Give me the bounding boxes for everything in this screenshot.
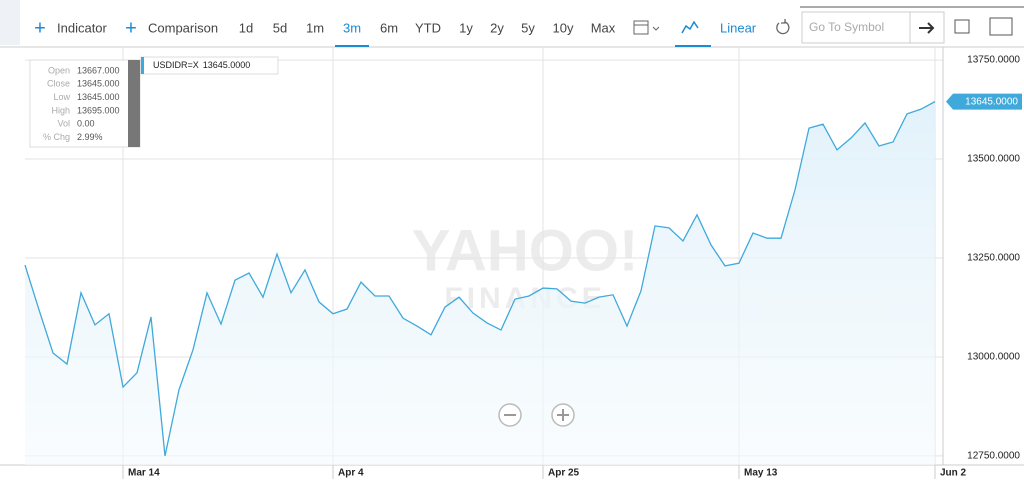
y-tick-label: 13000.0000 xyxy=(967,352,1020,363)
zoom-icon xyxy=(557,409,569,421)
range-button[interactable]: 2y xyxy=(490,20,504,35)
tooltip-bar xyxy=(128,60,140,147)
y-tick-label: 12750.0000 xyxy=(967,451,1020,462)
tooltip-key: Open xyxy=(48,65,70,75)
range-button[interactable]: 10y xyxy=(553,20,574,35)
legend-swatch xyxy=(141,57,144,74)
area xyxy=(25,101,935,465)
range-button[interactable]: 5d xyxy=(273,20,287,35)
tooltip-value: 13645.000 xyxy=(77,79,120,89)
scale-button[interactable]: Linear xyxy=(720,20,757,35)
tooltip-value: 2.99% xyxy=(77,132,103,142)
search-placeholder: Go To Symbol xyxy=(809,20,884,34)
comparison-label: Comparison xyxy=(148,20,218,35)
x-tick-label: Jun 2 xyxy=(940,468,967,479)
indicator-label: Indicator xyxy=(57,20,108,35)
svg-text:+: + xyxy=(125,17,137,39)
x-tick-label: May 13 xyxy=(744,468,778,479)
x-tick-label: Mar 14 xyxy=(128,468,160,479)
tooltip-key: Low xyxy=(53,92,70,102)
indicator-button[interactable]: + Indicator xyxy=(34,17,107,39)
range-button[interactable]: 1d xyxy=(239,20,253,35)
settings-button[interactable] xyxy=(989,17,1013,36)
price-tag xyxy=(946,93,1022,110)
range-button[interactable]: 6m xyxy=(380,20,398,35)
y-tick-label: 13500.0000 xyxy=(967,154,1020,165)
range-button[interactable]: 3m xyxy=(343,20,361,35)
range-button[interactable]: 1m xyxy=(306,20,324,35)
series-name: USDIDR=X xyxy=(153,60,199,70)
tooltip-key: Close xyxy=(47,79,70,89)
tooltip-box xyxy=(29,59,141,148)
range-button[interactable]: 5y xyxy=(521,20,535,35)
range-button[interactable]: Max xyxy=(591,20,616,35)
line xyxy=(24,101,936,457)
tooltip-key: High xyxy=(51,105,70,115)
tooltip-value: 13667.000 xyxy=(77,65,120,75)
legend-label: USDIDR=X 13645.0000 xyxy=(153,60,250,70)
svg-text:+: + xyxy=(34,17,46,39)
comparison-button[interactable]: + Comparison xyxy=(125,17,218,39)
x-tick-label: Apr 4 xyxy=(338,468,364,479)
y-tick-label: 13750.0000 xyxy=(967,55,1020,66)
reset-button[interactable] xyxy=(776,19,790,35)
y-tick-label: 13250.0000 xyxy=(967,253,1020,264)
tooltip-value: 13645.000 xyxy=(77,92,120,102)
x-tick-label: Apr 25 xyxy=(548,468,580,479)
watermark: YAHOO! xyxy=(412,218,639,283)
series-value: 13645.0000 xyxy=(203,60,251,70)
search-box[interactable] xyxy=(801,11,911,44)
range-button[interactable]: YTD xyxy=(415,20,441,35)
range-button[interactable]: 1y xyxy=(459,20,473,35)
tooltip-key: Vol xyxy=(57,119,70,129)
notes-button[interactable] xyxy=(954,19,970,34)
price-tag-label: 13645.0000 xyxy=(965,96,1018,107)
side-panel xyxy=(0,0,20,45)
calendar-button[interactable] xyxy=(633,20,660,35)
arrow-icon xyxy=(919,22,935,34)
tooltip-key: % Chg xyxy=(43,132,70,142)
chart-style-button[interactable] xyxy=(675,20,711,47)
tooltip-value: 0.00 xyxy=(77,119,95,129)
tooltip-value: 13695.000 xyxy=(77,105,120,115)
